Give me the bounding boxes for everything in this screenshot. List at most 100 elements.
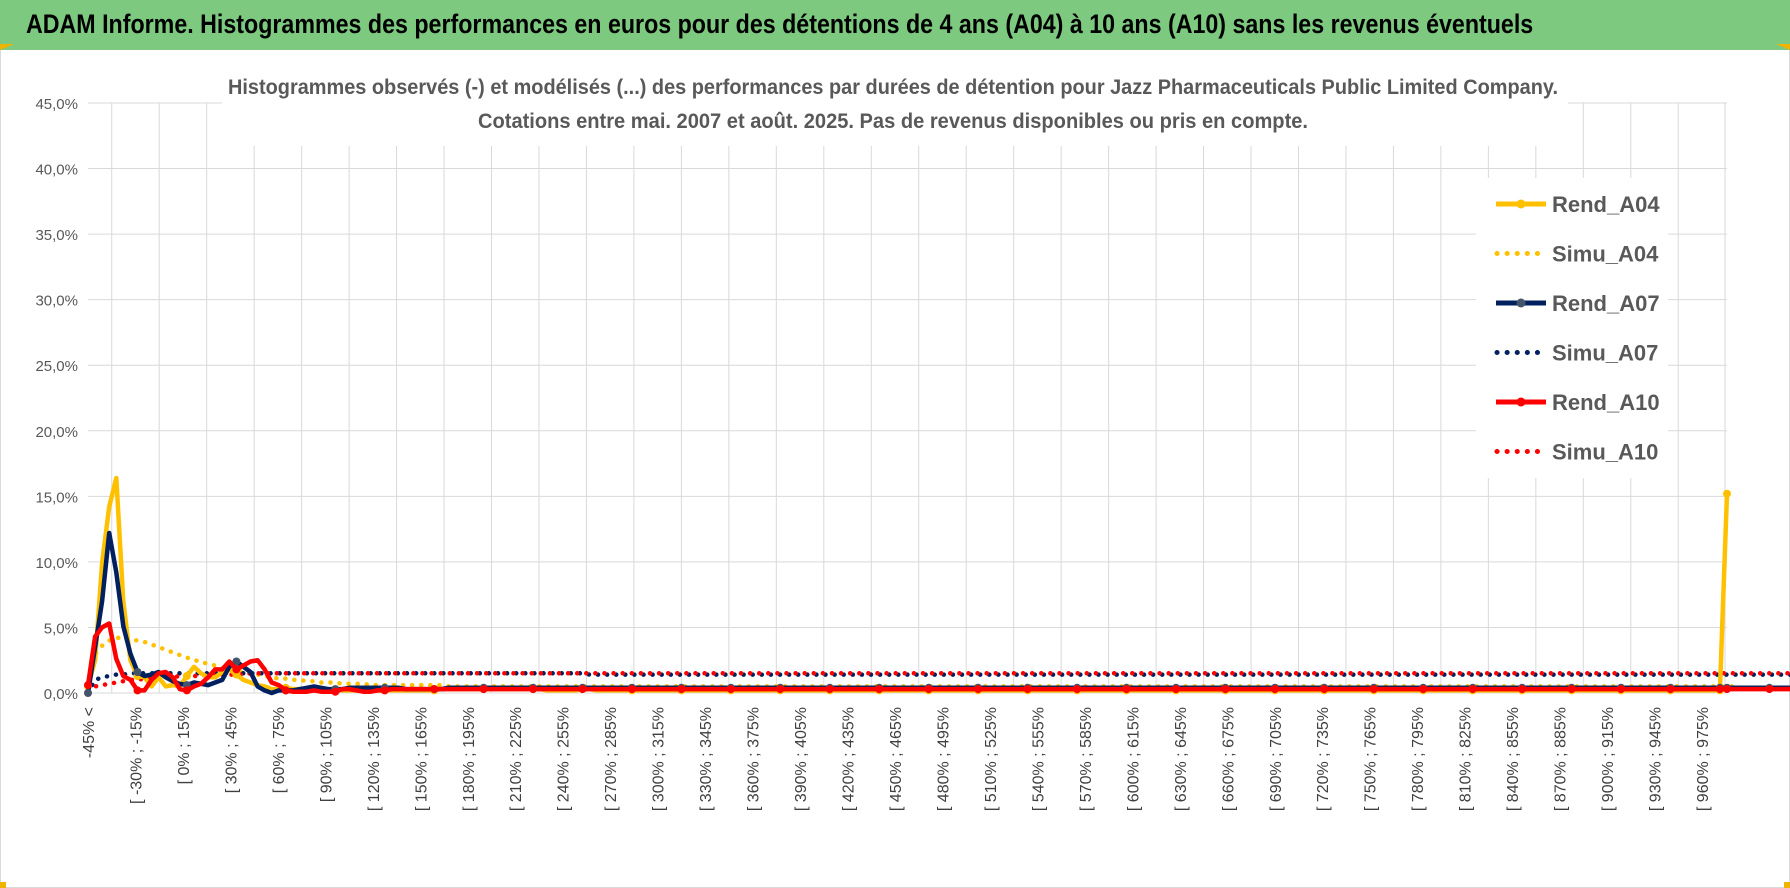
series-line-rend-a04 (85, 475, 1730, 693)
data-point (84, 689, 92, 697)
legend-item: Rend_A10 (1496, 390, 1660, 415)
corner-accent (1784, 882, 1790, 888)
data-point (1617, 685, 1625, 694)
x-tick-label: [ 300% ; 315% (651, 707, 668, 811)
x-tick-label: [ 510% ; 525% (983, 707, 1000, 811)
data-point (974, 685, 983, 694)
x-tick-label: [ 660% ; 675% (1220, 707, 1237, 811)
data-point (232, 657, 241, 666)
title-background (222, 74, 1568, 146)
legend-label: Rend_A04 (1552, 192, 1660, 217)
data-point (1172, 685, 1180, 694)
x-tick-label: [ 330% ; 345% (698, 707, 715, 811)
x-tick-label: [ 570% ; 585% (1078, 707, 1095, 811)
y-tick-label: 40,0% (35, 162, 78, 179)
data-point (182, 686, 191, 695)
data-point (380, 686, 389, 695)
data-point (578, 685, 587, 694)
y-tick-label: 30,0% (35, 293, 78, 310)
x-tick-label: [ 690% ; 705% (1268, 707, 1285, 811)
x-tick-label: [ 0% ; 15% (176, 707, 193, 784)
x-tick-label: [ 90% ; 105% (318, 707, 335, 802)
legend-label: Simu_A07 (1552, 341, 1658, 366)
performance-histogram-chart: -45% < [ -30% ; -15% [ 0% ; 15% [ 30% ; 45%… (35, 74, 1790, 811)
data-point (479, 685, 488, 694)
data-point (1369, 685, 1378, 694)
data-point (1270, 685, 1279, 694)
data-point (1468, 685, 1477, 694)
legend-item: Simu_A10 (1494, 440, 1658, 465)
legend-marker (1516, 397, 1526, 407)
legend-background (1476, 178, 1668, 478)
data-point (1320, 685, 1329, 694)
x-tick-label: [ 210% ; 225% (508, 707, 525, 811)
legend-label: Rend_A10 (1552, 390, 1660, 415)
data-point (1419, 685, 1428, 694)
legend: Rend_A04 Simu_A04 Rend_A07 Simu_A07 Rend_A10… (1494, 192, 1660, 465)
data-point (628, 685, 636, 694)
data-point (1073, 685, 1082, 694)
x-tick-label: [ 630% ; 645% (1173, 707, 1190, 811)
data-point (1765, 685, 1774, 694)
chart-title: Histogrammes observés (-) et modélisés (… (228, 76, 1558, 99)
data-point (529, 685, 538, 694)
y-tick-label: 5,0% (44, 620, 78, 637)
x-tick-label: [ 810% ; 825% (1458, 707, 1475, 811)
x-tick-label: [ -30% ; -15% (128, 707, 145, 804)
legend-marker (1516, 199, 1526, 209)
data-point (232, 665, 241, 674)
chart-subtitle: Cotations entre mai. 2007 et août. 2025.… (478, 110, 1308, 133)
data-point (776, 685, 785, 694)
y-tick-label: 45,0% (35, 96, 78, 113)
x-tick-label: [ 60% ; 75% (271, 707, 288, 793)
x-tick-label: [ 450% ; 465% (888, 707, 905, 811)
corner-accent (0, 44, 14, 50)
x-tick-label: [ 150% ; 165% (413, 707, 430, 811)
y-tick-label: 10,0% (35, 555, 78, 572)
series-line-simu-a10 (85, 671, 1790, 693)
x-tick-label: [ 540% ; 555% (1030, 707, 1047, 811)
data-point (84, 681, 92, 690)
data-point (133, 668, 142, 676)
data-point (1666, 685, 1675, 694)
x-tick-label: [ 600% ; 615% (1125, 707, 1142, 811)
series-line-simu-a04 (85, 635, 1744, 691)
data-point (182, 672, 191, 680)
data-point (726, 685, 735, 694)
data-point (331, 687, 340, 696)
data-point (281, 686, 290, 695)
series-markers-rend-a10 (84, 665, 1774, 696)
data-point (1723, 685, 1731, 694)
header-banner: ADAM Informe. Histogrammes des performan… (0, 0, 1790, 50)
series-line-simu-a07 (85, 671, 1790, 696)
x-tick-label: [ 720% ; 735% (1315, 707, 1332, 811)
x-tick-label: [ 930% ; 945% (1648, 707, 1665, 811)
legend-label: Simu_A10 (1552, 440, 1658, 465)
data-point (1122, 685, 1131, 694)
legend-label: Rend_A07 (1552, 291, 1660, 316)
page-title: ADAM Informe. Histogrammes des performan… (26, 9, 1534, 39)
y-tick-label: 35,0% (35, 227, 78, 244)
y-tick-label: 20,0% (35, 424, 78, 441)
x-tick-label: [ 390% ; 405% (793, 707, 810, 811)
data-point (1221, 685, 1230, 694)
series-layer (84, 475, 1790, 697)
data-point (1518, 685, 1527, 694)
legend-item: Rend_A04 (1496, 192, 1660, 217)
x-tick-label: [ 870% ; 885% (1553, 707, 1570, 811)
legend-marker (1516, 298, 1526, 308)
x-tick-label: -45% < (81, 707, 98, 758)
series-markers-rend-a04 (84, 489, 1731, 695)
data-point (133, 686, 142, 695)
x-tick-label: [ 120% ; 135% (366, 707, 383, 811)
data-point (875, 685, 884, 694)
x-tick-label: [ 960% ; 975% (1695, 707, 1712, 811)
data-point (1567, 685, 1576, 694)
x-tick-label: [ 30% ; 45% (223, 707, 240, 793)
x-tick-label: [ 240% ; 255% (556, 707, 573, 811)
corner-accent (1776, 44, 1790, 50)
x-tick-label: [ 270% ; 285% (603, 707, 620, 811)
x-tick-label: [ 420% ; 435% (841, 707, 858, 811)
x-tick-label: [ 480% ; 495% (935, 707, 952, 811)
y-axis-tick-labels: 0,0% 5,0% 10,0% 15,0% 20,0% 25,0% 30,0% 35,0% 40… (35, 96, 78, 703)
